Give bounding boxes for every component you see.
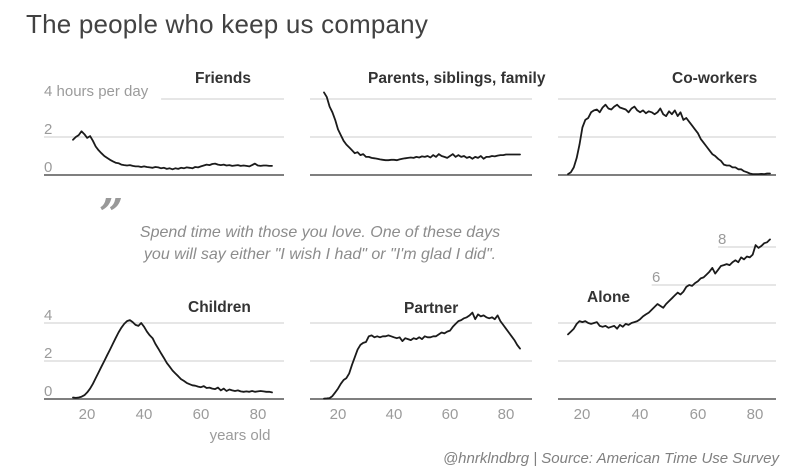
chart-title-partner: Partner xyxy=(404,300,459,317)
data-line-partner xyxy=(323,311,521,400)
chart-title-coworkers: Co-workers xyxy=(672,70,758,87)
quote-line-2: you will say either "I wish I had" or "I… xyxy=(143,246,497,263)
x-tick-label: 60 xyxy=(192,406,210,423)
x-tick-label: 20 xyxy=(573,406,591,423)
y-tick-label-2: 2 xyxy=(44,121,53,138)
x-tick-label: 40 xyxy=(385,406,403,423)
x-tick-label: 40 xyxy=(135,406,153,423)
data-line-friends xyxy=(72,130,273,171)
chart-title-alone: Alone xyxy=(587,289,631,306)
x-tick-label: 60 xyxy=(689,406,707,423)
page-title: The people who keep us company xyxy=(26,9,429,39)
y-tick-label-0: 0 xyxy=(44,383,53,400)
data-line-parents-siblings-family xyxy=(323,91,521,162)
y-tick-label-8: 8 xyxy=(718,231,727,248)
x-axis-unit-label: years old xyxy=(209,427,271,444)
x-tick-label: 60 xyxy=(441,406,459,423)
quote-mark-icon: ” xyxy=(99,190,124,239)
x-tick-label: 80 xyxy=(249,406,267,423)
x-tick-label: 20 xyxy=(329,406,347,423)
chart-title-children: Children xyxy=(188,299,251,316)
x-tick-label: 80 xyxy=(497,406,515,423)
data-line-children xyxy=(72,319,273,399)
x-tick-label: 80 xyxy=(746,406,764,423)
chart-title-parents: Parents, siblings, family xyxy=(368,70,546,87)
x-tick-label: 40 xyxy=(631,406,649,423)
y-tick-label-0: 0 xyxy=(44,159,53,176)
y-tick-label-6: 6 xyxy=(652,269,661,286)
data-line-alone xyxy=(567,238,771,336)
x-tick-label: 20 xyxy=(78,406,96,423)
y-tick-label-4: 4 xyxy=(44,307,53,324)
y-tick-label-2: 2 xyxy=(44,345,53,362)
attribution-text: @hnrklndbrg | Source: American Time Use … xyxy=(442,450,779,467)
quote-line-1: Spend time with those you love. One of t… xyxy=(139,224,501,241)
chart-title-friends: Friends xyxy=(195,70,251,87)
data-line-co-workers xyxy=(567,103,771,176)
y-axis-unit-label: 4 hours per day xyxy=(44,83,149,100)
